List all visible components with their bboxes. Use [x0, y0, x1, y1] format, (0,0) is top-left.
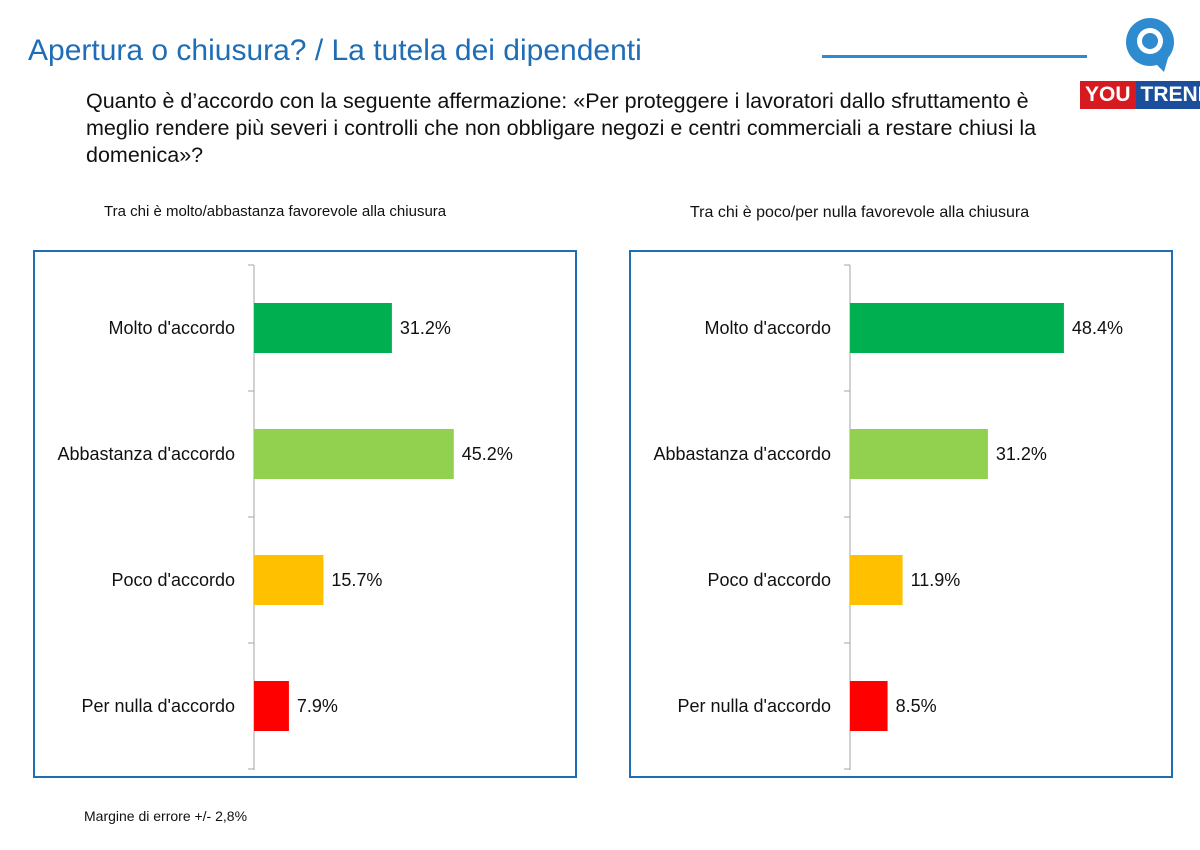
- right-value-label: 8.5%: [896, 696, 937, 716]
- left-bar: [254, 429, 454, 479]
- right-bar: [850, 681, 888, 731]
- left-category-label: Poco d'accordo: [111, 570, 235, 590]
- page-title: Apertura o chiusura? / La tutela dei dip…: [28, 34, 642, 67]
- right-bar-chart: Molto d'accordo 48.4% Abbastanza d'accordo…: [653, 264, 1123, 770]
- left-bar-chart: Molto d'accordo 31.2% Abbastanza d'accordo…: [57, 264, 513, 770]
- right-value-label: 11.9%: [911, 570, 961, 590]
- left-bar: [254, 681, 289, 731]
- error-margin-note: Margine di errore +/- 2,8%: [84, 808, 248, 824]
- right-category-label: Abbastanza d'accordo: [653, 444, 831, 464]
- left-value-label: 7.9%: [297, 696, 338, 716]
- right-category-label: Molto d'accordo: [704, 318, 831, 338]
- left-value-label: 15.7%: [331, 570, 382, 590]
- right-category-label: Per nulla d'accordo: [677, 696, 831, 716]
- right-chart-subtitle: Tra chi è poco/per nulla favorevole alla…: [690, 204, 1030, 221]
- youtrend-logo: YOU TREND: [1080, 14, 1200, 110]
- title-rule: [822, 55, 1087, 58]
- left-chart-subtitle: Tra chi è molto/abbastanza favorevole al…: [104, 203, 447, 220]
- right-category-label: Poco d'accordo: [707, 570, 831, 590]
- logo-q-icon: [1126, 18, 1174, 72]
- logo-trend-text: TREND: [1135, 81, 1200, 109]
- right-bar: [850, 555, 903, 605]
- survey-question: Quanto è d’accordo con la seguente affer…: [86, 89, 1037, 167]
- logo-wordmark: YOU TREND: [1080, 81, 1200, 109]
- left-category-label: Abbastanza d'accordo: [57, 444, 235, 464]
- left-category-label: Molto d'accordo: [108, 318, 235, 338]
- right-value-label: 48.4%: [1072, 318, 1123, 338]
- right-bar: [850, 303, 1064, 353]
- left-bar: [254, 555, 324, 605]
- left-bar: [254, 303, 392, 353]
- logo-you-text: YOU: [1080, 81, 1136, 109]
- right-bar: [850, 429, 988, 479]
- right-value-label: 31.2%: [996, 444, 1047, 464]
- left-category-label: Per nulla d'accordo: [81, 696, 235, 716]
- right-chart-panel: Molto d'accordo 48.4% Abbastanza d'accordo…: [629, 250, 1173, 778]
- left-value-label: 31.2%: [400, 318, 451, 338]
- left-value-label: 45.2%: [462, 444, 513, 464]
- left-chart-panel: Molto d'accordo 31.2% Abbastanza d'accordo…: [33, 250, 577, 778]
